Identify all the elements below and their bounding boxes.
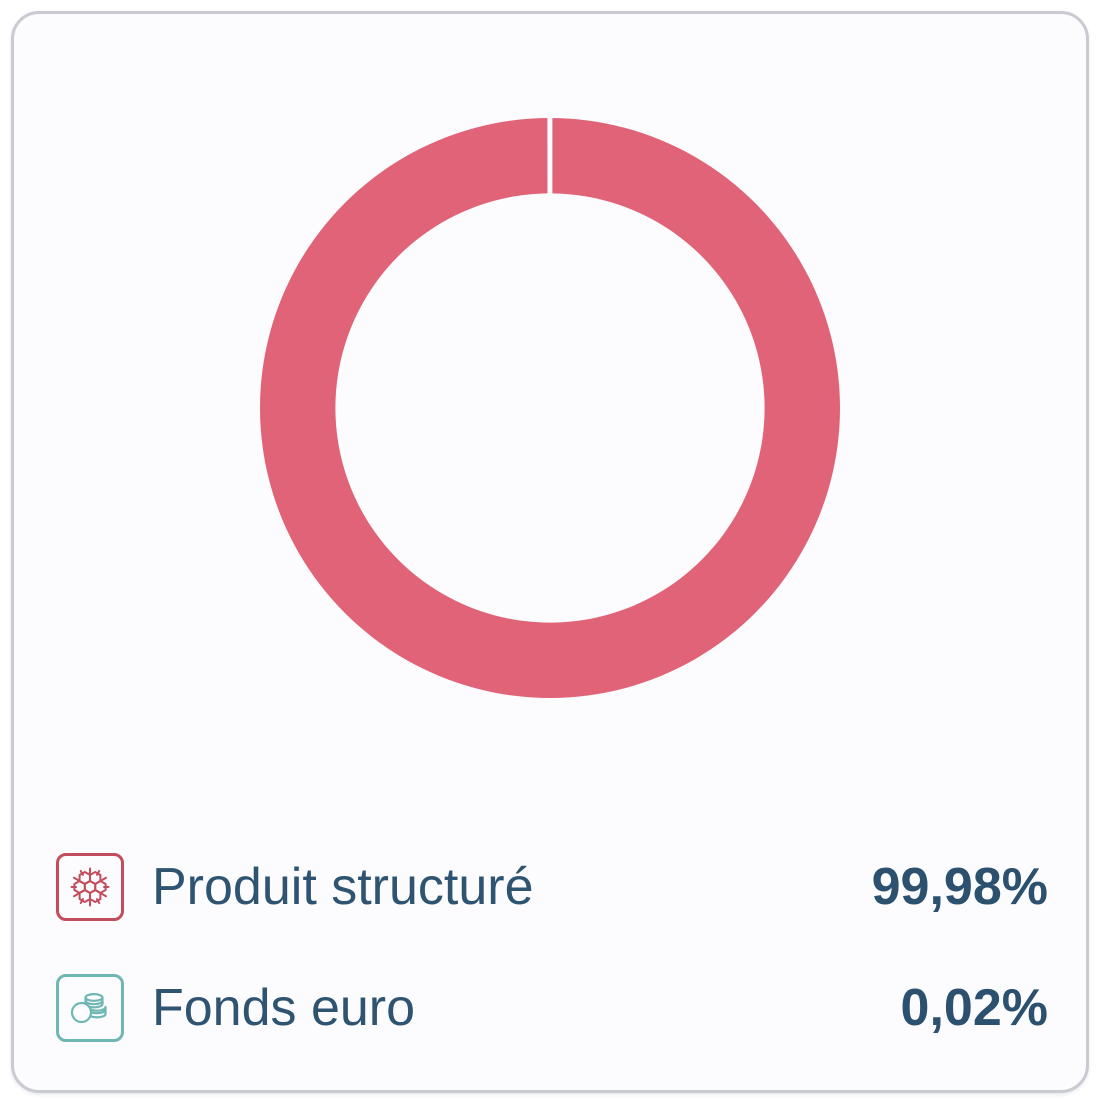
donut-chart-svg[interactable] (260, 118, 840, 698)
donut-chart[interactable] (260, 118, 840, 698)
legend-label: Fonds euro (152, 979, 416, 1037)
structured-product-icon (56, 853, 124, 921)
allocation-card: Produit structuré 99,98% Fonds euro 0,02… (11, 11, 1089, 1093)
legend-value: 99,98% (871, 858, 1048, 916)
legend-row-fonds-euro: Fonds euro 0,02% (56, 974, 1048, 1042)
legend-value: 0,02% (900, 979, 1048, 1037)
legend-row-produit-structure: Produit structuré 99,98% (56, 853, 1048, 921)
euro-fund-coins-icon (56, 974, 124, 1042)
allocation-legend: Produit structuré 99,98% Fonds euro 0,02… (56, 853, 1048, 1042)
legend-label: Produit structuré (152, 858, 534, 916)
